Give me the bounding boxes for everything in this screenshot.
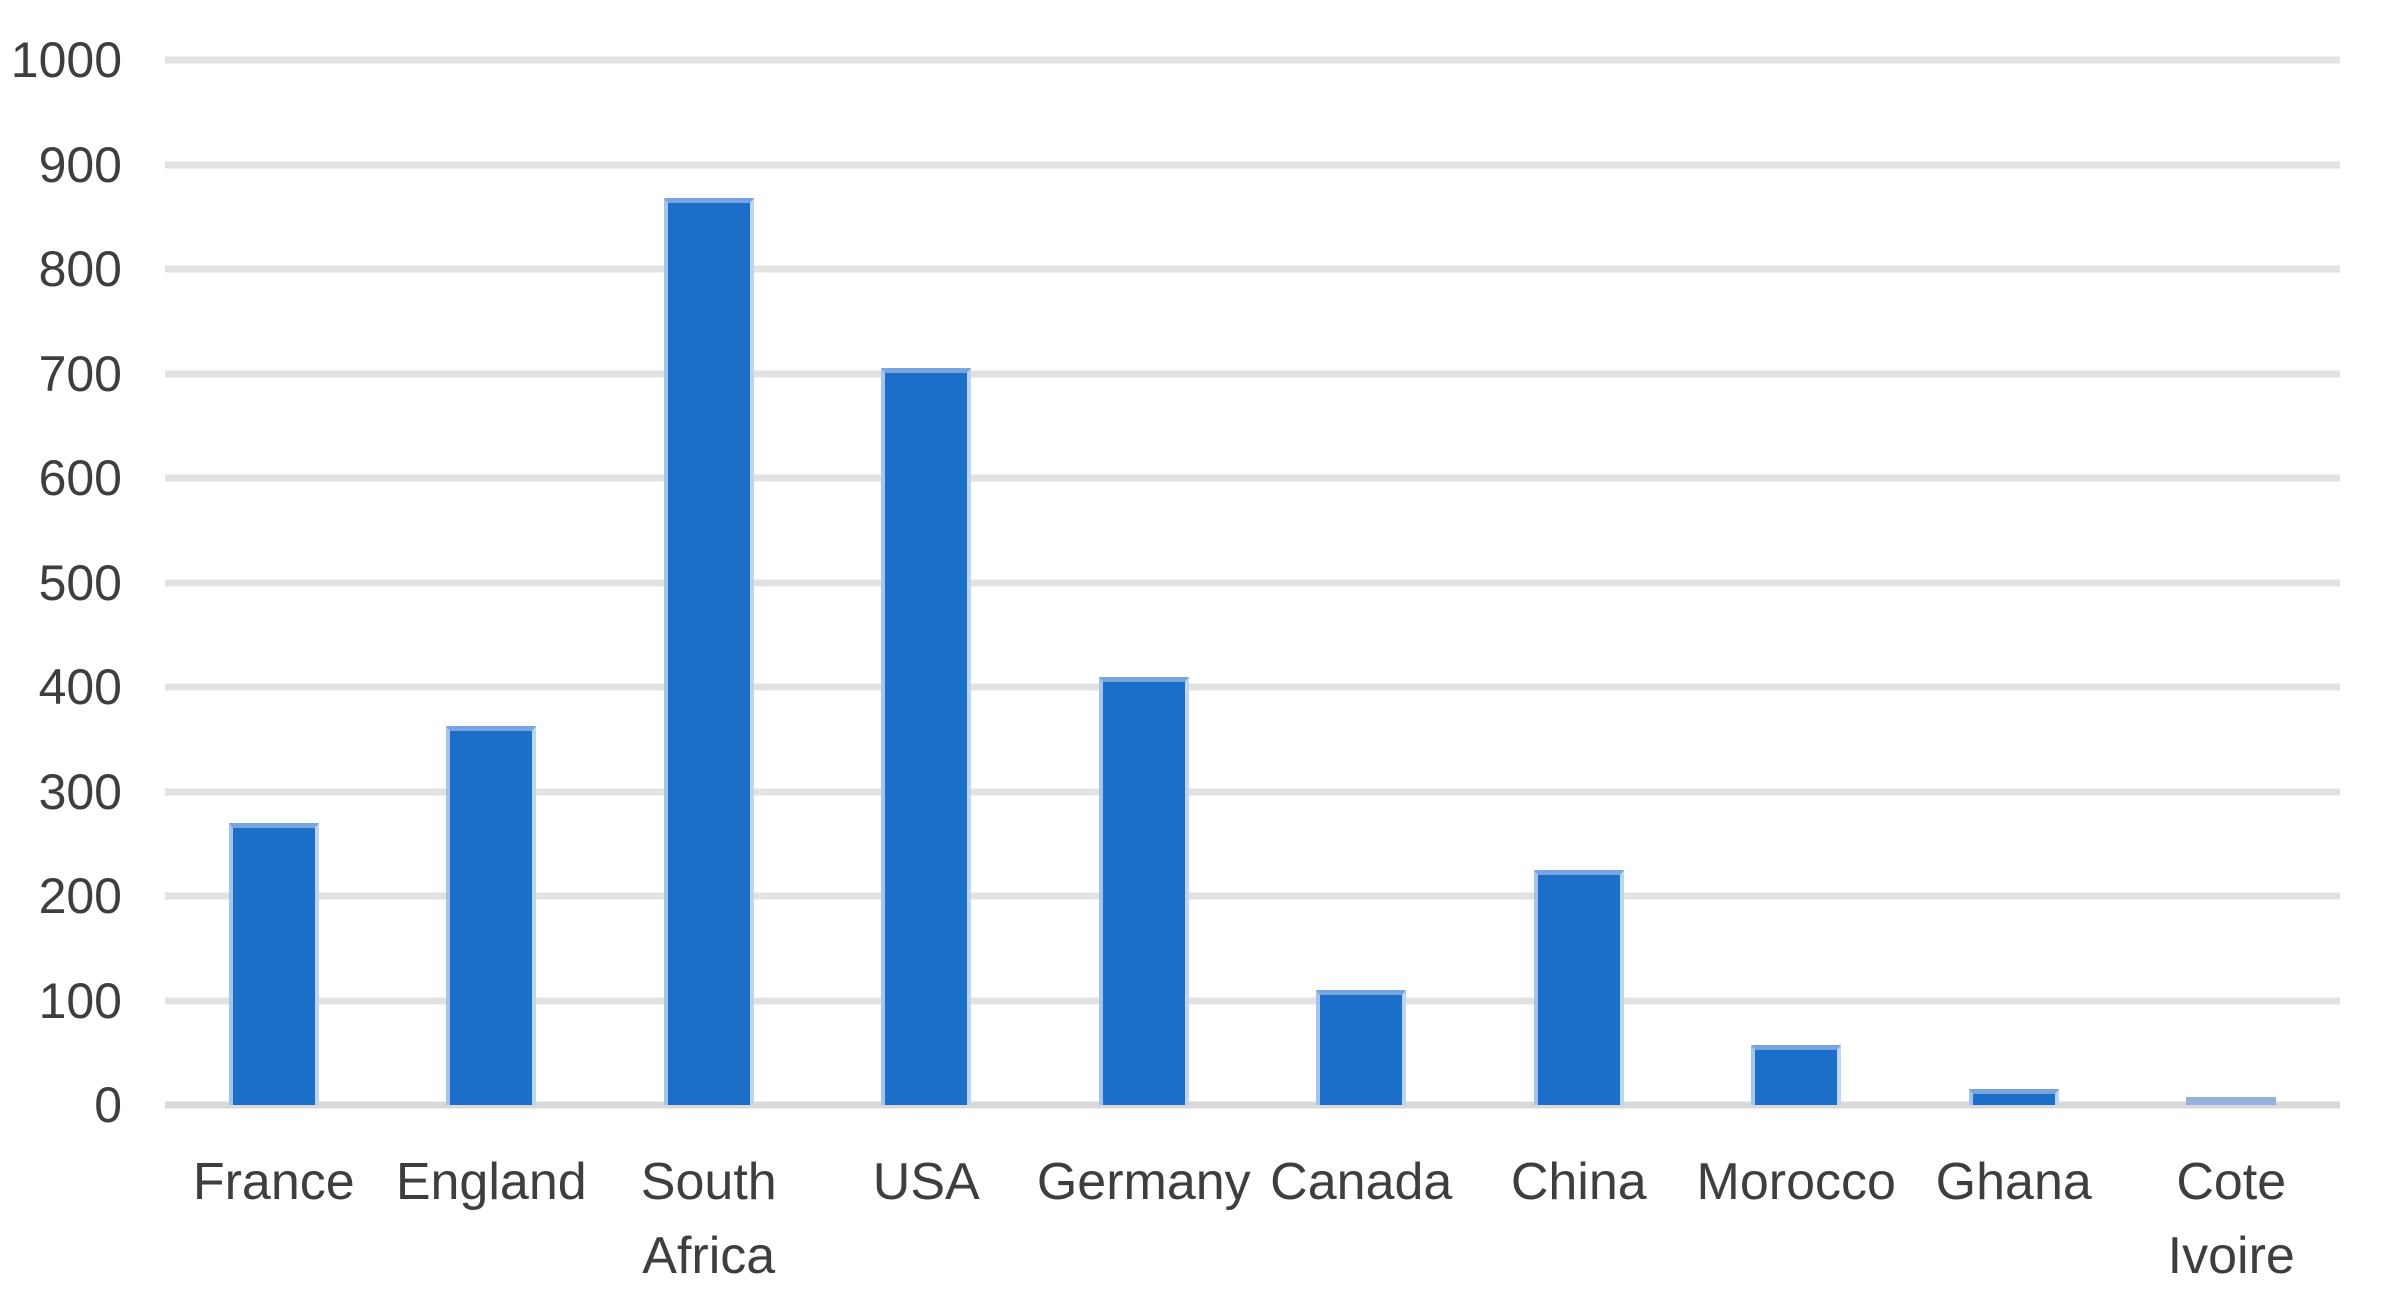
bar-france — [228, 822, 319, 1105]
y-tick-label-1000: 1000 — [10, 32, 122, 88]
bar-column-france — [165, 60, 383, 1105]
x-axis-label-canada: Canada — [1270, 1153, 1453, 1211]
x-axis-label-china: China — [1510, 1153, 1647, 1211]
gridline-100 — [165, 997, 2340, 1004]
y-axis: 1000 900 800 700 600 500 400 300 200 100 0 — [0, 32, 122, 1133]
y-tick-label-600: 600 — [38, 450, 122, 506]
y-tick-label-300: 300 — [38, 763, 122, 820]
x-axis-label-france: France — [192, 1153, 355, 1211]
bar-column-germany — [1035, 60, 1253, 1105]
bar-column-south-africa — [600, 60, 818, 1105]
bar-column-cote-ivoire — [2123, 60, 2341, 1105]
y-tick-label-900: 900 — [38, 136, 122, 193]
y-tick-label-200: 200 — [38, 868, 122, 924]
bar-column-china — [1470, 60, 1688, 1105]
x-axis-label-usa: USA — [872, 1153, 980, 1211]
gridline-300 — [165, 788, 2340, 795]
bar-canada — [1316, 990, 1407, 1105]
bar-ghana — [1968, 1089, 2059, 1105]
bar-column-canada — [1253, 60, 1471, 1105]
gridline-500 — [165, 579, 2340, 586]
y-tick-label-0: 0 — [94, 1077, 122, 1133]
gridline-1000 — [165, 56, 2340, 64]
bar-south-africa — [663, 197, 754, 1105]
gridline-200 — [165, 892, 2340, 900]
bar-cote-ivoire — [2186, 1096, 2277, 1105]
y-tick-label-100: 100 — [38, 972, 122, 1029]
bar-germany — [1098, 676, 1189, 1105]
bar-column-morocco — [1688, 60, 1906, 1105]
gridline-600 — [165, 474, 2340, 482]
x-axis-label-germany: Germany — [1036, 1153, 1251, 1211]
y-tick-label-700: 700 — [38, 345, 122, 402]
bar-usa — [881, 368, 972, 1105]
x-axis-label-south-africa: South Africa — [640, 1153, 777, 1285]
bar-column-ghana — [1905, 60, 2123, 1105]
bar-column-usa — [818, 60, 1036, 1105]
gridline-900 — [165, 161, 2340, 168]
y-tick-label-500: 500 — [38, 554, 122, 611]
plot-area — [165, 56, 2340, 1109]
bars-container — [165, 60, 2340, 1105]
y-tick-label-400: 400 — [38, 659, 122, 715]
x-axis-label-morocco: Morocco — [1696, 1153, 1896, 1211]
bar-column-england — [383, 60, 601, 1105]
bar-china — [1533, 869, 1624, 1105]
gridline-700 — [165, 370, 2340, 377]
y-tick-label-800: 800 — [38, 241, 122, 297]
gridline-400 — [165, 683, 2340, 691]
x-axis-label-england: England — [395, 1153, 587, 1211]
bar-england — [446, 725, 537, 1105]
x-axis-line — [165, 1101, 2340, 1109]
bar-morocco — [1751, 1045, 1842, 1105]
x-axis-label-ghana: Ghana — [1935, 1153, 2092, 1211]
x-axis: France England South Africa USA Germany Canad… — [165, 1146, 2340, 1294]
gridline-800 — [165, 265, 2340, 273]
x-axis-label-cote-ivoire: Cote Ivoire — [2167, 1153, 2295, 1285]
